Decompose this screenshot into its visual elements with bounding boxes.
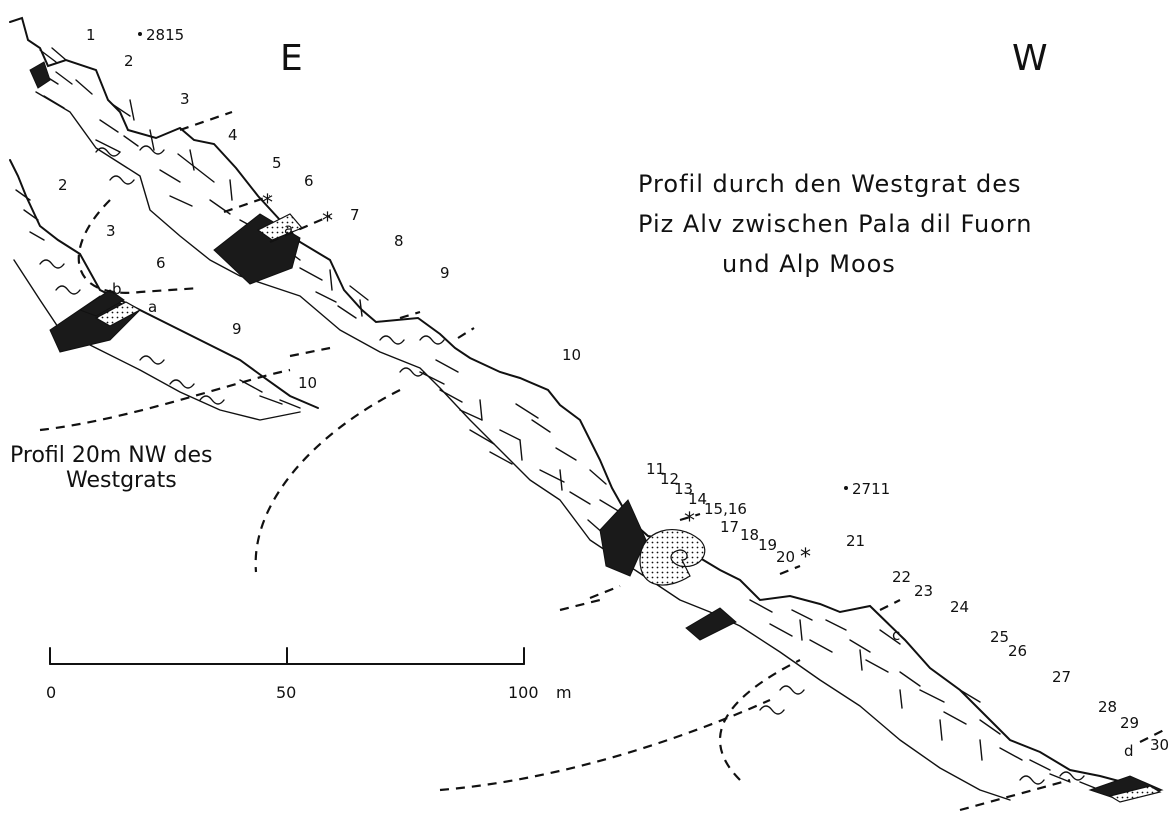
unit-label: 1 [86, 26, 96, 44]
unit-label: 11 [646, 460, 665, 478]
elevation-saddle: 2711 [844, 480, 890, 498]
unit-label: 19 [758, 536, 777, 554]
main-unit-labels: 1 2 3 4 5 6 7 8 9 10 11 12 13 14 15,16 1… [86, 26, 1169, 754]
inset-sandstone [94, 301, 142, 327]
unit-label: 6 [304, 172, 314, 190]
horizon-marker: b [112, 280, 122, 298]
unit-label: 28 [1098, 698, 1117, 716]
unit-label: 12 [660, 470, 679, 488]
bedding-strokes [35, 47, 1101, 791]
unit-label: 21 [846, 532, 865, 550]
west-label: W [1012, 38, 1048, 79]
scree-marks [95, 145, 1085, 785]
inset-ridge-lower [13, 259, 301, 421]
horizon-marker: c [892, 626, 900, 644]
unit-label: 29 [1120, 714, 1139, 732]
unit-label: 20 [776, 548, 795, 566]
title-line-3: und Alp Moos [722, 250, 896, 278]
unit-label: 9 [440, 264, 450, 282]
horizon-markers: a a b c d [112, 220, 1134, 760]
unit-label: 15,16 [704, 500, 747, 518]
inset-scree-marks [39, 259, 225, 405]
unit-label: 23 [914, 582, 933, 600]
unit-label: 10 [562, 346, 581, 364]
unit-label: 13 [674, 480, 693, 498]
star-markers: * * * * [262, 191, 811, 570]
svg-text:*: * [322, 209, 333, 234]
inset-unit-labels: 2 3 6 9 10 [58, 176, 317, 392]
svg-text:*: * [262, 191, 273, 216]
unit-label: 17 [720, 518, 739, 536]
elevation-summit-label: 2815 [146, 26, 184, 44]
unit-label: 5 [272, 154, 282, 172]
subtitle-line-2: Westgrats [66, 468, 177, 493]
elevation-summit: 2815 [138, 26, 184, 44]
unit-label: 8 [394, 232, 404, 250]
scale-unit: m [556, 683, 572, 702]
inset-unit-label: 9 [232, 320, 242, 338]
horizon-marker: a [148, 298, 157, 316]
unit-label: 18 [740, 526, 759, 544]
unit-label: 26 [1008, 642, 1027, 660]
title-line-1: Profil durch den Westgrat des [638, 170, 1022, 198]
unit-label: 3 [180, 90, 190, 108]
inset-unit-label: 2 [58, 176, 68, 194]
svg-text:*: * [800, 545, 811, 570]
inset-unit-label: 10 [298, 374, 317, 392]
svg-text:*: * [684, 509, 695, 534]
title-line-2: Piz Alv zwischen Pala dil Fuorn [638, 210, 1033, 238]
subtitle-line-1: Profil 20m NW des [10, 443, 212, 468]
unit-label: 27 [1052, 668, 1071, 686]
unit-label: 2 [124, 52, 134, 70]
elevation-saddle-label: 2711 [852, 480, 890, 498]
inset-bedding [15, 189, 301, 409]
fold-sandstone [639, 529, 706, 586]
unit-label: 7 [350, 206, 360, 224]
inset-shale-2 [78, 289, 125, 317]
unit-label: 25 [990, 628, 1009, 646]
east-label: E [280, 38, 303, 79]
horizon-marker: a [284, 220, 293, 238]
inset-unit-label: 6 [156, 254, 166, 272]
main-profile [9, 16, 1164, 803]
scale-label-0: 0 [46, 683, 56, 702]
main-ridge-lower-outline [35, 91, 1011, 801]
unit-label: 14 [688, 490, 707, 508]
unit-label: 22 [892, 568, 911, 586]
sandstone-lens-30 [1108, 785, 1162, 803]
unit-label: 4 [228, 126, 238, 144]
inset-unit-label: 3 [106, 222, 116, 240]
unit-label: 24 [950, 598, 969, 616]
scale-label-50: 50 [276, 683, 296, 702]
unit-label: 30 [1150, 736, 1169, 754]
inset-profile [9, 159, 319, 421]
scale-label-100: 100 [508, 683, 539, 702]
main-ridge-outline [9, 16, 1161, 791]
horizon-marker: d [1124, 742, 1134, 760]
fault-and-contact-lines [39, 110, 1165, 812]
scale-bar: 0 50 100 m [46, 647, 572, 702]
